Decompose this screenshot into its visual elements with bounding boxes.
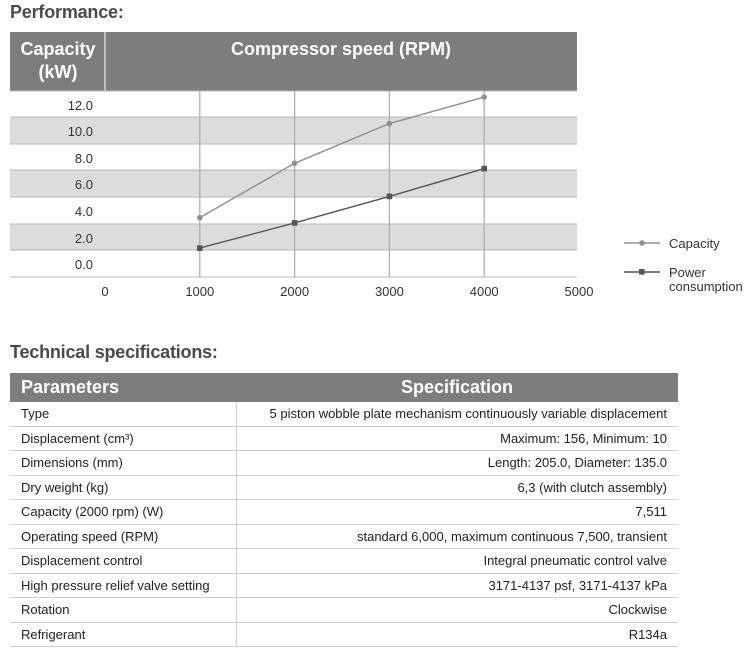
specification-cell: 3171-4137 psf, 3171-4137 kPa [236, 573, 678, 598]
specifications-table: Parameters Specification Type 5 piston wo… [10, 373, 678, 647]
data-point-power-consumption [481, 165, 487, 172]
specification-cell: Integral pneumatic control valve [236, 548, 678, 574]
y-axis-label: Capacity [20, 39, 95, 59]
data-point-capacity [291, 160, 298, 167]
x-tick-label: 4000 [470, 284, 499, 299]
parameter-cell: Displacement control [10, 548, 237, 574]
technical-specifications-title: Technical specifications: [10, 342, 218, 362]
table-row: Operating speed (RPM) standard 6,000, max… [10, 524, 678, 549]
performance-title: Performance: [10, 2, 124, 22]
data-point-power-consumption [291, 220, 298, 226]
specification-cell: 7,511 [236, 499, 678, 525]
parameter-cell: Rotation [10, 597, 237, 623]
legend-label-power-consumption-line2: consumption [669, 279, 743, 294]
parameter-cell: Type [10, 402, 237, 427]
x-tick-label: 1000 [185, 284, 214, 299]
x-tick-label: 2000 [280, 284, 309, 299]
data-point-capacity [197, 214, 203, 221]
grid-band [10, 224, 577, 251]
specification-header: Specification [236, 373, 678, 402]
data-point-capacity [481, 94, 488, 100]
table-row: Dry weight (kg) 6,3 (with clutch assembly… [10, 475, 678, 500]
grid-band [10, 170, 577, 197]
y-tick-label: 0.0 [75, 257, 93, 272]
parameter-cell: Refrigerant [10, 622, 237, 647]
specification-cell: Maximum: 156, Minimum: 10 [236, 426, 678, 451]
y-tick-label: 10.0 [68, 124, 93, 139]
parameter-cell: Displacement (cm³) [10, 426, 237, 451]
x-tick-label: 3000 [375, 284, 404, 299]
parameter-cell: Dimensions (mm) [10, 450, 237, 476]
legend-marker-capacity [639, 240, 645, 246]
table-row: Displacement (cm³) Maximum: 156, Minimum:… [10, 426, 678, 451]
data-point-power-consumption [197, 245, 203, 251]
y-tick-label: 8.0 [75, 151, 93, 166]
y-tick-label: 6.0 [75, 177, 93, 192]
specification-cell: R134a [236, 622, 678, 647]
parameter-cell: Dry weight (kg) [10, 475, 237, 500]
x-axis-label: Compressor speed (RPM) [231, 39, 451, 59]
legend-label-capacity: Capacity [669, 236, 720, 251]
specification-cell: 6,3 (with clutch assembly) [236, 475, 678, 500]
table-row: High pressure relief valve setting 3171-4… [10, 573, 678, 598]
table-row: Rotation Clockwise [10, 597, 678, 623]
data-point-capacity [386, 120, 393, 127]
parameters-header: Parameters [10, 373, 236, 402]
series-line-capacity [199, 96, 485, 219]
x-tick-label: 0 [101, 284, 108, 299]
parameter-cell: High pressure relief valve setting [10, 573, 237, 598]
table-row: Dimensions (mm) Length: 205.0, Diameter: … [10, 450, 678, 476]
series-line-power-consumption [199, 167, 485, 249]
y-tick-label: 2.0 [75, 231, 93, 246]
legend-label-power-consumption: Power [669, 265, 707, 280]
table-row: Type 5 piston wobble plate mechanism cont… [10, 402, 678, 427]
table-row: Capacity (2000 rpm) (W) 7,511 [10, 499, 678, 525]
y-axis-label-unit: (kW) [39, 62, 78, 82]
specification-cell: standard 6,000, maximum continuous 7,500… [236, 524, 678, 549]
legend-marker-power-consumption [639, 269, 645, 275]
y-tick-label: 4.0 [75, 204, 93, 219]
specification-cell: 5 piston wobble plate mechanism continuo… [236, 402, 678, 427]
specification-cell: Clockwise [236, 597, 678, 623]
grid-band [10, 117, 577, 144]
parameter-cell: Capacity (2000 rpm) (W) [10, 499, 237, 525]
x-tick-label: 5000 [565, 284, 594, 299]
performance-chart: Capacity (kW) Compressor speed (RPM) 0.0 2.0… [10, 32, 743, 299]
table-row: Refrigerant R134a [10, 622, 678, 647]
specification-cell: Length: 205.0, Diameter: 135.0 [236, 450, 678, 476]
data-point-power-consumption [386, 193, 393, 200]
y-tick-label: 12.0 [68, 98, 93, 113]
parameter-cell: Operating speed (RPM) [10, 524, 237, 549]
table-row: Displacement control Integral pneumatic c… [10, 548, 678, 574]
table-header-row: Parameters Specification [10, 373, 678, 402]
